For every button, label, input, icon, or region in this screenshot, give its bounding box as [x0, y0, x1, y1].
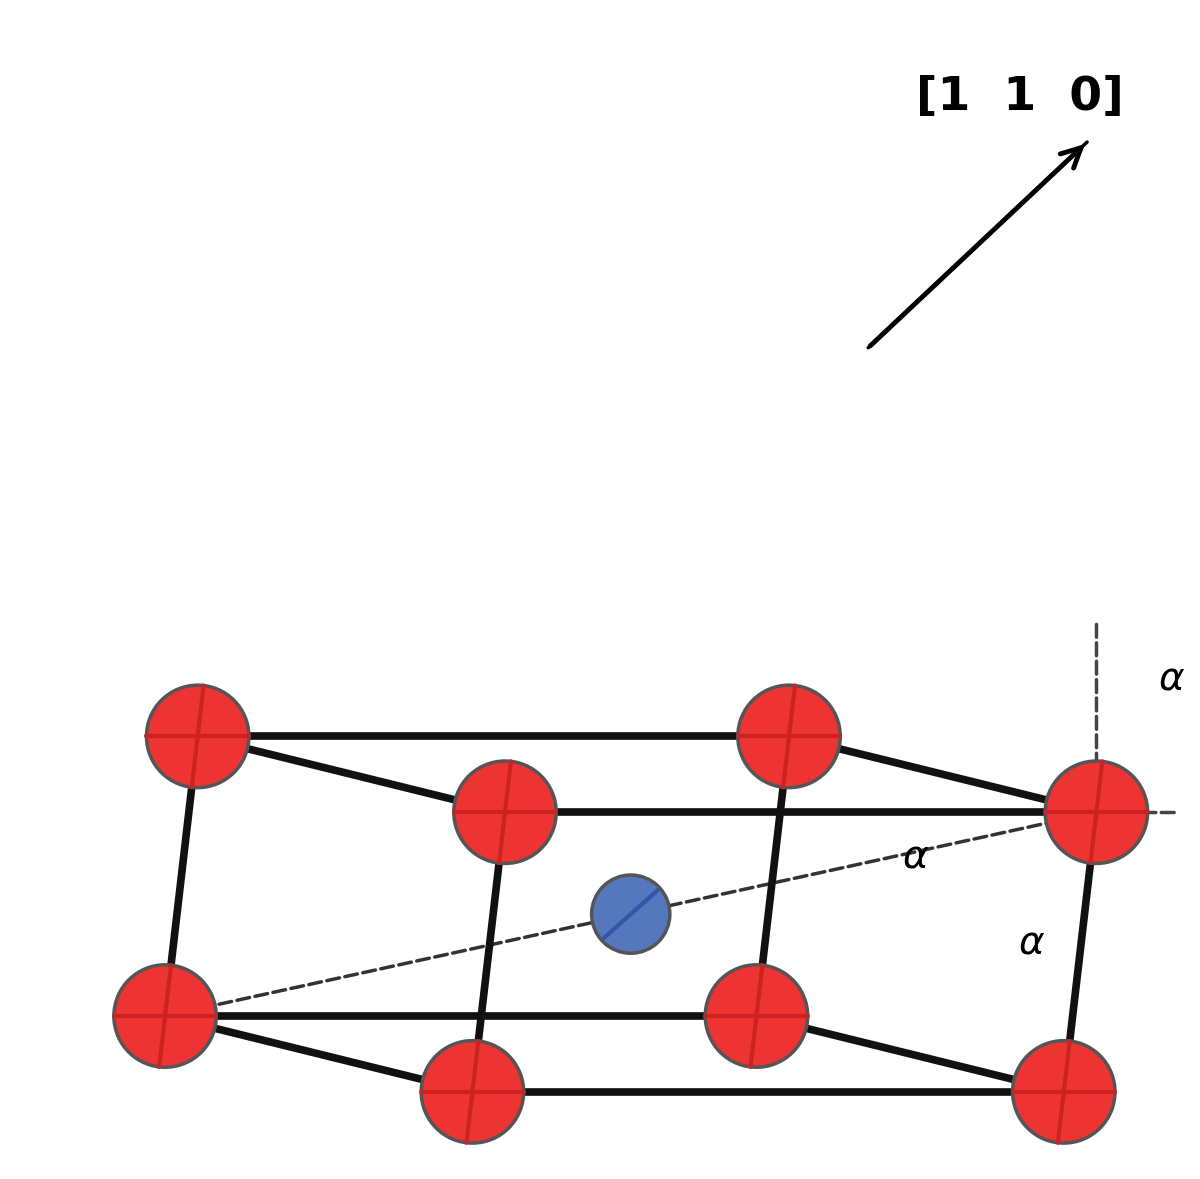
- Circle shape: [592, 875, 670, 954]
- Circle shape: [1013, 1041, 1115, 1144]
- Text: $\alpha$: $\alpha$: [901, 838, 929, 876]
- Circle shape: [114, 964, 216, 1067]
- Circle shape: [738, 685, 840, 788]
- Circle shape: [454, 760, 557, 863]
- Circle shape: [146, 685, 248, 788]
- Text: $\alpha$: $\alpha$: [1018, 924, 1045, 962]
- Circle shape: [706, 964, 808, 1067]
- Text: [1  1  0]: [1 1 0]: [916, 74, 1124, 120]
- Text: $\alpha$: $\alpha$: [1158, 659, 1184, 697]
- Circle shape: [1045, 760, 1147, 863]
- Circle shape: [421, 1041, 523, 1144]
